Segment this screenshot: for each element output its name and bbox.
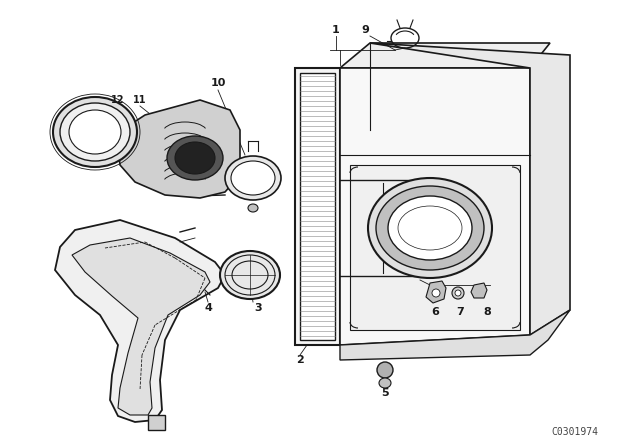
Polygon shape — [340, 310, 570, 360]
Polygon shape — [340, 43, 550, 68]
Text: 6: 6 — [431, 307, 439, 317]
Ellipse shape — [225, 156, 281, 200]
Ellipse shape — [452, 287, 464, 299]
Text: 7: 7 — [456, 307, 464, 317]
Polygon shape — [148, 415, 165, 430]
Ellipse shape — [69, 110, 121, 154]
Polygon shape — [300, 73, 335, 340]
Polygon shape — [118, 100, 240, 198]
Ellipse shape — [432, 289, 440, 297]
Polygon shape — [370, 43, 570, 335]
Polygon shape — [295, 68, 340, 345]
Ellipse shape — [231, 161, 275, 195]
Text: 11: 11 — [133, 95, 147, 105]
Polygon shape — [350, 165, 520, 330]
Polygon shape — [471, 283, 487, 298]
Polygon shape — [55, 220, 225, 422]
Ellipse shape — [377, 362, 393, 378]
Ellipse shape — [368, 178, 492, 278]
Text: C0301974: C0301974 — [552, 427, 598, 437]
Text: 8: 8 — [483, 307, 491, 317]
Text: 2: 2 — [296, 355, 304, 365]
Ellipse shape — [175, 142, 215, 174]
Text: 3: 3 — [254, 303, 262, 313]
Ellipse shape — [60, 103, 130, 161]
Text: 12: 12 — [111, 95, 125, 105]
Ellipse shape — [388, 196, 472, 260]
Ellipse shape — [220, 251, 280, 299]
Ellipse shape — [167, 136, 223, 180]
Polygon shape — [426, 281, 446, 303]
Text: 10: 10 — [211, 78, 226, 88]
Ellipse shape — [455, 290, 461, 296]
Ellipse shape — [53, 97, 137, 167]
Text: 5: 5 — [381, 388, 389, 398]
Text: 1: 1 — [332, 25, 340, 35]
Text: 4: 4 — [204, 303, 212, 313]
Polygon shape — [72, 238, 210, 415]
Ellipse shape — [379, 378, 391, 388]
Polygon shape — [340, 68, 530, 345]
Text: 9: 9 — [361, 25, 369, 35]
Ellipse shape — [248, 204, 258, 212]
Ellipse shape — [376, 186, 484, 270]
